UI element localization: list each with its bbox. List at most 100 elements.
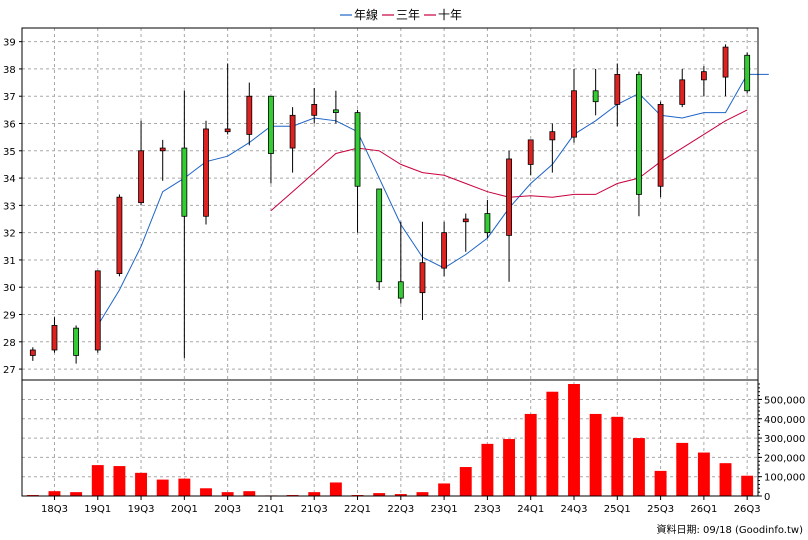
series-line-年線 <box>97 73 769 326</box>
legend-label: 年線 <box>354 7 378 22</box>
volume-bar <box>503 439 516 496</box>
volume-tick-label: 500,000 <box>764 395 805 406</box>
candle <box>29 347 36 361</box>
candle-body <box>441 232 448 269</box>
price-tick-label: 35 <box>3 147 16 158</box>
candle-body <box>679 79 686 105</box>
candle <box>203 120 209 225</box>
chart-legend: 年線 三年 十年 <box>340 7 462 22</box>
candle <box>116 194 123 277</box>
chart-frames <box>21 27 759 497</box>
candle <box>289 107 296 173</box>
candle <box>397 221 404 304</box>
candle <box>571 68 577 143</box>
price-tick-label: 33 <box>3 201 16 212</box>
candle-body <box>397 281 404 299</box>
candle <box>354 109 361 233</box>
volume-bar <box>654 470 667 496</box>
volume-bar <box>243 491 256 496</box>
candle-body <box>94 270 101 351</box>
x-tick-label: 25Q1 <box>604 504 631 515</box>
candle-body <box>506 158 512 236</box>
candle-body <box>419 262 426 294</box>
volume-bar <box>697 452 710 496</box>
candle-body <box>311 104 318 116</box>
volume-tick-label: 100,000 <box>764 473 805 484</box>
candle-body <box>484 213 491 234</box>
candle <box>94 270 101 353</box>
candle <box>592 68 599 116</box>
volume-bar <box>719 463 732 496</box>
candle-body <box>700 71 707 81</box>
volume-tick-label: 400,000 <box>764 415 805 426</box>
x-tick-label: 25Q3 <box>647 504 674 515</box>
candle <box>657 101 664 198</box>
x-tick-label: 20Q1 <box>171 504 198 515</box>
x-tick-label: 24Q3 <box>561 504 588 515</box>
volume-bar <box>589 413 602 496</box>
candle-body <box>376 188 383 283</box>
volume-bar <box>546 391 559 496</box>
price-tick-label: 36 <box>3 120 16 131</box>
x-tick-label: 19Q3 <box>128 504 155 515</box>
candle <box>51 317 58 353</box>
volume-bar <box>178 478 191 496</box>
volume-bar <box>156 479 169 496</box>
candle-body <box>462 218 469 223</box>
x-axis: 18Q3 19Q1 19Q3 20Q1 20Q3 21Q1 21Q3 22Q1 22Q3 23Q1… <box>41 496 761 515</box>
volume-bar <box>329 482 342 496</box>
x-tick-label: 26Q1 <box>690 504 717 515</box>
price-tick-label: 32 <box>3 229 16 240</box>
candle <box>311 88 318 124</box>
candle-body <box>549 131 556 141</box>
x-tick-label: 23Q3 <box>474 504 501 515</box>
x-tick-label: 18Q3 <box>41 504 68 515</box>
x-tick-label: 21Q1 <box>257 504 284 515</box>
volume-bar <box>416 492 429 496</box>
candle-body <box>268 95 274 154</box>
candle <box>614 63 621 127</box>
price-tick-label: 39 <box>3 38 16 49</box>
candle <box>506 150 512 282</box>
volume-bar <box>438 483 451 496</box>
legend-label: 十年 <box>438 8 462 22</box>
volume-bars <box>26 384 754 496</box>
price-axis: 27 28 29 30 31 32 33 34 35 36 37 38 39 <box>3 38 22 376</box>
candle <box>224 63 231 135</box>
candle-body <box>527 139 534 165</box>
candle-body <box>224 128 231 133</box>
candle-body <box>159 147 166 152</box>
volume-bar <box>611 416 624 496</box>
x-tick-label: 26Q3 <box>734 504 761 515</box>
x-tick-label: 20Q3 <box>214 504 241 515</box>
candle-body <box>289 114 296 149</box>
volume-bar <box>373 493 386 496</box>
volume-bar <box>394 494 407 496</box>
x-tick-label: 24Q1 <box>517 504 544 515</box>
volume-bar <box>221 492 234 496</box>
price-tick-label: 34 <box>3 174 16 185</box>
candle-body <box>332 109 339 113</box>
candle-body <box>744 54 751 92</box>
candle <box>376 188 383 290</box>
x-tick-label: 22Q3 <box>387 504 414 515</box>
candle-body <box>592 90 599 103</box>
candle <box>636 71 642 217</box>
candle <box>549 123 556 173</box>
candle-body <box>354 112 361 187</box>
volume-bar <box>481 443 494 496</box>
candle <box>138 120 144 206</box>
candle-body <box>246 95 253 135</box>
volume-bar <box>741 475 754 496</box>
volume-bar <box>200 488 212 496</box>
candle-body <box>636 73 642 195</box>
volume-bar <box>48 491 61 496</box>
candle-body <box>138 150 144 204</box>
price-tick-label: 37 <box>3 92 16 103</box>
candle <box>159 139 166 181</box>
candle-body <box>181 147 188 217</box>
volume-bar <box>568 384 580 496</box>
candle <box>268 95 274 184</box>
